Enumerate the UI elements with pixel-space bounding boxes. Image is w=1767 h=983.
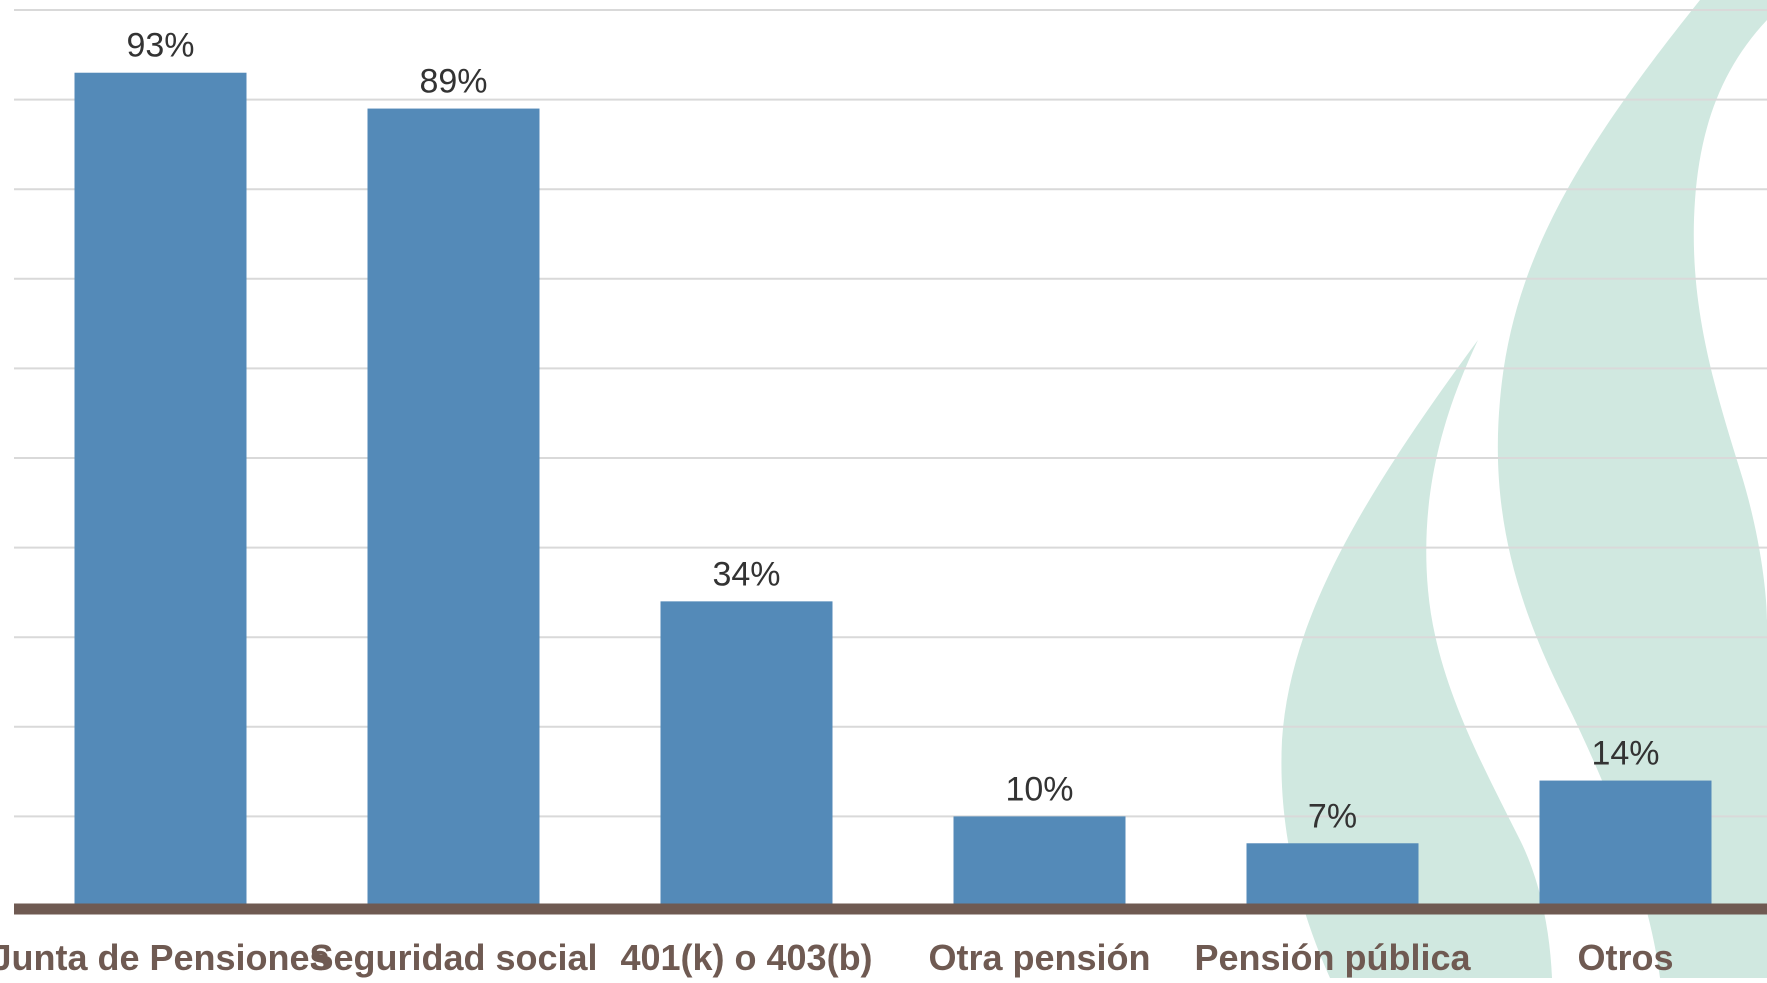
bar [660, 601, 833, 906]
bar-series [74, 72, 1712, 907]
bar [1539, 780, 1712, 906]
category-tick-label: Pensión pública [1194, 937, 1471, 978]
data-label: 93% [126, 27, 194, 65]
category-tick-label: Otros [1577, 937, 1673, 978]
category-tick-label: Seguridad social [309, 937, 597, 978]
data-label: 89% [419, 63, 487, 101]
bar [1246, 843, 1419, 906]
flame-watermark-inner [1281, 340, 1552, 978]
category-tick-label: Otra pensión [928, 937, 1150, 978]
flame-watermark-icon [1281, 0, 1767, 978]
bar [953, 816, 1126, 906]
data-label: 34% [712, 555, 780, 593]
category-tick-label: 401(k) o 403(b) [620, 937, 872, 978]
bar [74, 72, 247, 907]
data-label: 7% [1308, 797, 1357, 835]
gridlines [14, 9, 1767, 818]
data-label: 14% [1591, 735, 1659, 773]
flame-watermark-outer [1497, 0, 1767, 978]
data-label: 10% [1005, 770, 1073, 808]
value-labels: 93% 89% 34% 10% 7% 14% [126, 27, 1659, 836]
bar [367, 108, 540, 906]
category-tick-label: Junta de Pensiones [0, 937, 330, 978]
